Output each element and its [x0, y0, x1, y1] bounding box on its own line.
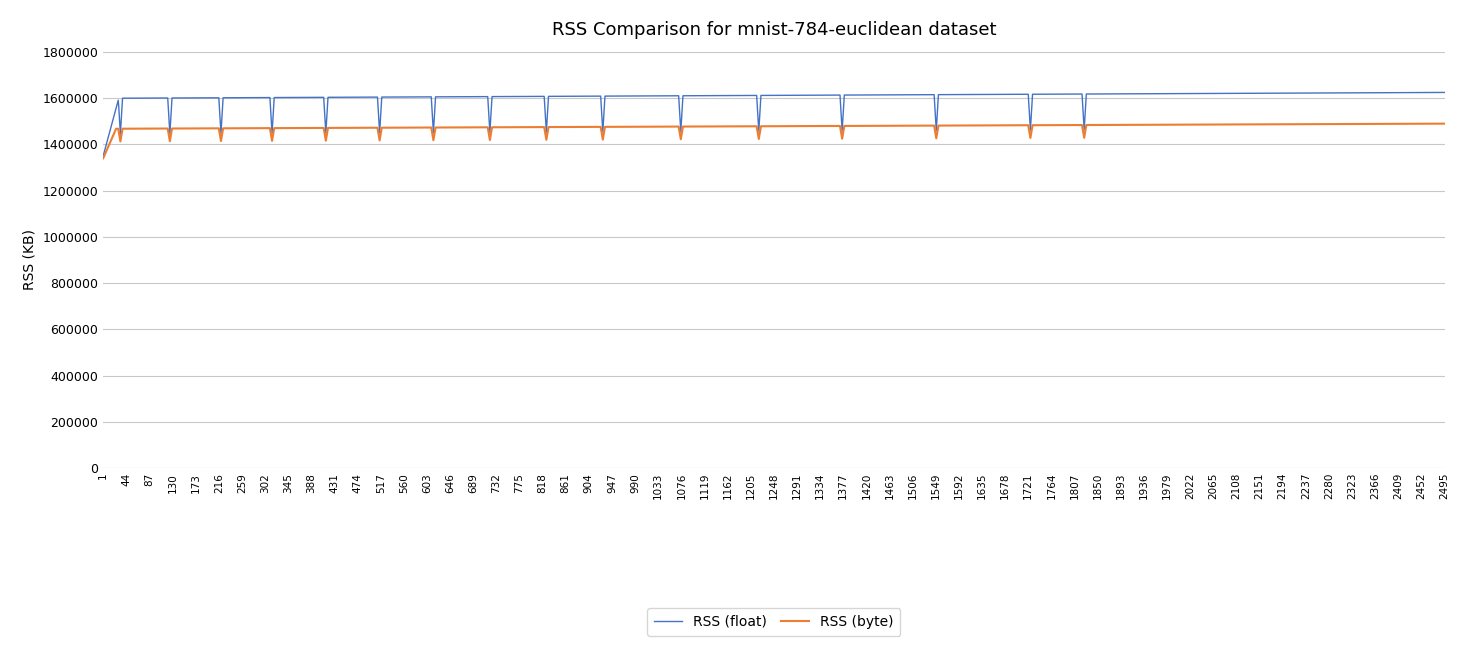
RSS (byte) — [1057, 121, 1075, 129]
RSS (byte) — [432, 124, 450, 131]
RSS (byte) — [852, 122, 870, 130]
RSS (byte) — [1436, 120, 1453, 127]
RSS (float) — [1057, 90, 1075, 98]
RSS (float) — [298, 94, 315, 101]
RSS (byte) — [1375, 120, 1393, 128]
RSS (float) — [1436, 88, 1453, 96]
RSS (byte) — [298, 124, 315, 132]
Line: RSS (byte): RSS (byte) — [103, 124, 1445, 159]
RSS (float) — [1375, 89, 1393, 97]
Line: RSS (float): RSS (float) — [103, 92, 1445, 156]
Legend: RSS (float), RSS (byte): RSS (float), RSS (byte) — [647, 608, 901, 636]
RSS (byte) — [327, 124, 345, 132]
RSS (float) — [432, 93, 450, 101]
RSS (float) — [94, 152, 112, 160]
RSS (float) — [852, 91, 870, 99]
Y-axis label: RSS (KB): RSS (KB) — [24, 229, 37, 291]
Title: RSS Comparison for mnist-784-euclidean dataset: RSS Comparison for mnist-784-euclidean d… — [551, 21, 996, 40]
RSS (float) — [327, 94, 345, 101]
RSS (byte) — [94, 155, 112, 162]
